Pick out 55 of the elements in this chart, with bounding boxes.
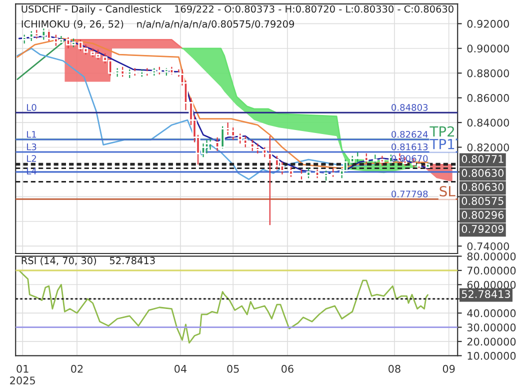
ref-line-label: TP2 xyxy=(430,126,454,137)
text: 0.80630 xyxy=(462,169,504,177)
x-tick-label: 05 xyxy=(227,364,239,373)
line-series xyxy=(16,48,374,180)
text: 0.80630 xyxy=(462,183,504,191)
annotation: L0 xyxy=(27,104,36,111)
candlestick xyxy=(324,170,328,182)
candlestick xyxy=(208,138,213,150)
ref-line-label: TP1 xyxy=(430,139,454,150)
line-series xyxy=(18,270,428,344)
annotation: 0.82624 xyxy=(392,130,428,138)
text: 0.80296 xyxy=(462,211,504,219)
candlestick xyxy=(388,154,394,166)
y-tick-label: 0.88000 xyxy=(467,69,510,78)
chart-title: RSI (14, 70, 30) 52.78413 xyxy=(22,256,155,266)
y-tick-label: 0.92000 xyxy=(467,20,510,28)
annotation: L3 xyxy=(27,143,36,150)
candlestick xyxy=(364,152,369,164)
annotation: L1 xyxy=(27,131,36,138)
x-tick-label: 02 xyxy=(71,364,83,373)
y-tick-label: 80.00000 xyxy=(467,252,516,260)
candlestick xyxy=(306,168,311,179)
y-tick-label: 0.86000 xyxy=(467,94,510,102)
y-tick-label: 0.74000 xyxy=(467,242,510,250)
annotation: 0.77798 xyxy=(392,190,428,198)
text: ICHIMOKU (9, 26, 52) n/a/n/a/n/a/n/a/0.80575/0.79209 xyxy=(22,20,294,29)
y-tick-label: 60.00000 xyxy=(467,280,516,289)
y-tick-label: 30.00000 xyxy=(467,323,516,332)
chart-title: USDCHF - Daily - Candlestick 169/222 - O:0.80373 - H:0.80720 - L:0.80330 - C:0.80630 xyxy=(22,5,454,15)
text: 0.79209 xyxy=(462,225,504,233)
annotation: L2 xyxy=(27,155,36,162)
text: 52.78413 xyxy=(462,290,510,298)
y-tick-label: 40.00000 xyxy=(467,309,516,318)
annotation: 0.84803 xyxy=(392,104,428,111)
y-tick-label: 20.00000 xyxy=(467,338,516,346)
candlestick xyxy=(372,154,378,166)
x-tick-label: 06 xyxy=(282,364,294,373)
ref-line-label: SL xyxy=(440,186,456,196)
x-tick-label: 01 2025 xyxy=(10,364,35,384)
text: 0.80771 xyxy=(462,155,504,163)
candlestick xyxy=(299,168,304,180)
y-tick-label: 0.90000 xyxy=(467,44,510,52)
y-tick-label: 70.00000 xyxy=(467,266,516,275)
y-tick-label: 10.00000 xyxy=(468,352,516,360)
annotation: 0.81613 xyxy=(392,143,428,150)
annotation: L4 xyxy=(27,168,36,174)
y-tick-label: 0.82000 xyxy=(467,143,510,152)
y-tick-label: 0.84000 xyxy=(467,118,510,127)
candlestick xyxy=(380,155,384,166)
candlestick xyxy=(288,166,294,178)
candlestick xyxy=(204,139,210,154)
text: 0.80575 xyxy=(462,197,504,205)
x-tick-label: 08 xyxy=(388,364,400,373)
x-tick-label: 04 xyxy=(174,364,187,373)
x-tick-label: 09 xyxy=(442,364,455,373)
